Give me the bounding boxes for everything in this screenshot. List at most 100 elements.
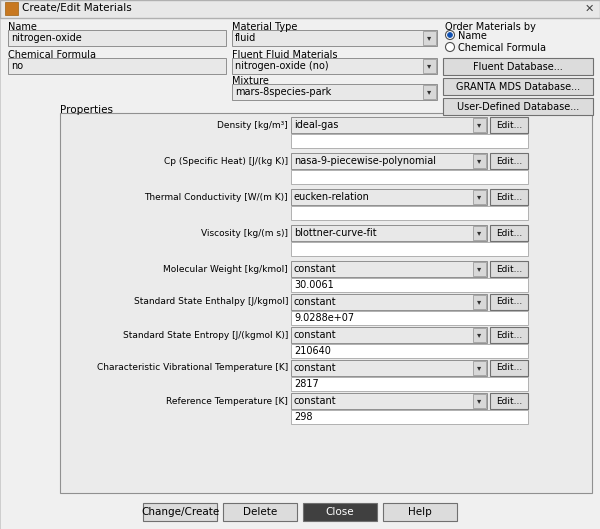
Text: Density [kg/m³]: Density [kg/m³] xyxy=(217,121,288,130)
Text: ▾: ▾ xyxy=(477,297,481,306)
Text: 210640: 210640 xyxy=(294,346,331,356)
Bar xyxy=(5,2,18,15)
Text: Order Materials by: Order Materials by xyxy=(445,22,536,32)
Bar xyxy=(443,78,593,95)
Text: 9.0288e+07: 9.0288e+07 xyxy=(294,313,354,323)
Bar xyxy=(232,58,437,74)
Bar xyxy=(291,225,487,241)
Bar xyxy=(291,261,487,277)
Bar xyxy=(490,117,528,133)
Text: Standard State Enthalpy [J/kgmol]: Standard State Enthalpy [J/kgmol] xyxy=(133,297,288,306)
Bar xyxy=(490,393,528,409)
Text: Edit...: Edit... xyxy=(496,264,522,273)
Text: Help: Help xyxy=(408,507,432,517)
Text: ✕: ✕ xyxy=(584,4,593,14)
Bar xyxy=(423,85,436,99)
Text: Reference Temperature [K]: Reference Temperature [K] xyxy=(166,397,288,406)
Bar xyxy=(0,0,600,18)
Bar xyxy=(232,30,437,46)
Text: ▾: ▾ xyxy=(477,229,481,238)
Text: Chemical Formula: Chemical Formula xyxy=(8,50,96,60)
Text: Create/Edit Materials: Create/Edit Materials xyxy=(22,3,132,13)
Text: Change/Create: Change/Create xyxy=(141,507,219,517)
Text: constant: constant xyxy=(294,396,337,406)
Text: Fluent Database...: Fluent Database... xyxy=(473,61,563,71)
Text: ▾: ▾ xyxy=(477,397,481,406)
Text: ▾: ▾ xyxy=(477,363,481,372)
Text: Viscosity [kg/(m s)]: Viscosity [kg/(m s)] xyxy=(201,229,288,238)
Text: ▾: ▾ xyxy=(477,121,481,130)
Text: Delete: Delete xyxy=(243,507,277,517)
Text: ▾: ▾ xyxy=(427,33,431,42)
Text: ▾: ▾ xyxy=(427,87,431,96)
Bar xyxy=(8,30,226,46)
Bar xyxy=(291,117,487,133)
Text: no: no xyxy=(11,61,23,71)
Bar xyxy=(303,503,377,521)
Circle shape xyxy=(448,32,452,38)
Text: blottner-curve-fit: blottner-curve-fit xyxy=(294,228,377,238)
Bar xyxy=(291,206,528,220)
Text: ▾: ▾ xyxy=(477,264,481,273)
Text: Edit...: Edit... xyxy=(496,397,522,406)
Text: nasa-9-piecewise-polynomial: nasa-9-piecewise-polynomial xyxy=(294,156,436,166)
Bar xyxy=(291,134,528,148)
Bar xyxy=(143,503,217,521)
Bar xyxy=(223,503,297,521)
Bar xyxy=(423,59,436,73)
Text: constant: constant xyxy=(294,363,337,373)
Text: Mixture: Mixture xyxy=(232,76,269,86)
Text: Cp (Specific Heat) [J/(kg K)]: Cp (Specific Heat) [J/(kg K)] xyxy=(164,157,288,166)
Bar xyxy=(291,170,528,184)
Text: Name: Name xyxy=(458,31,487,41)
Text: constant: constant xyxy=(294,297,337,307)
Bar xyxy=(232,84,437,100)
Bar xyxy=(291,377,528,391)
Bar xyxy=(473,262,486,276)
Bar xyxy=(443,58,593,75)
Bar xyxy=(490,360,528,376)
Bar xyxy=(291,410,528,424)
Text: 298: 298 xyxy=(294,412,313,422)
Text: nitrogen-oxide: nitrogen-oxide xyxy=(11,33,82,43)
Text: Material Type: Material Type xyxy=(232,22,298,32)
Bar xyxy=(291,242,528,256)
Text: User-Defined Database...: User-Defined Database... xyxy=(457,102,579,112)
Text: Edit...: Edit... xyxy=(496,121,522,130)
Bar xyxy=(291,393,487,409)
Text: Standard State Entropy [J/(kgmol K)]: Standard State Entropy [J/(kgmol K)] xyxy=(122,331,288,340)
Bar xyxy=(423,31,436,45)
Text: Properties: Properties xyxy=(60,105,113,115)
Text: constant: constant xyxy=(294,264,337,274)
Text: ideal-gas: ideal-gas xyxy=(294,120,338,130)
Bar xyxy=(473,154,486,168)
Bar xyxy=(490,327,528,343)
Bar xyxy=(490,294,528,310)
Text: Thermal Conductivity [W/(m K)]: Thermal Conductivity [W/(m K)] xyxy=(145,193,288,202)
Bar xyxy=(473,295,486,309)
Text: Characteristic Vibrational Temperature [K]: Characteristic Vibrational Temperature [… xyxy=(97,363,288,372)
Bar xyxy=(291,311,528,325)
Circle shape xyxy=(445,31,455,40)
Bar xyxy=(291,360,487,376)
Text: Fluent Fluid Materials: Fluent Fluid Materials xyxy=(232,50,337,60)
Bar xyxy=(291,344,528,358)
Bar xyxy=(291,327,487,343)
Text: 2817: 2817 xyxy=(294,379,319,389)
Text: GRANTA MDS Database...: GRANTA MDS Database... xyxy=(456,81,580,92)
Bar xyxy=(291,278,528,292)
Text: ▾: ▾ xyxy=(477,157,481,166)
Bar xyxy=(291,189,487,205)
Text: Chemical Formula: Chemical Formula xyxy=(458,43,546,53)
Text: Edit...: Edit... xyxy=(496,229,522,238)
Bar xyxy=(291,294,487,310)
Text: constant: constant xyxy=(294,330,337,340)
Bar xyxy=(473,118,486,132)
Text: Edit...: Edit... xyxy=(496,157,522,166)
Text: ▾: ▾ xyxy=(427,61,431,70)
Text: fluid: fluid xyxy=(235,33,256,43)
Text: Name: Name xyxy=(8,22,37,32)
Text: ▾: ▾ xyxy=(477,193,481,202)
Bar xyxy=(473,226,486,240)
Bar xyxy=(443,98,593,115)
